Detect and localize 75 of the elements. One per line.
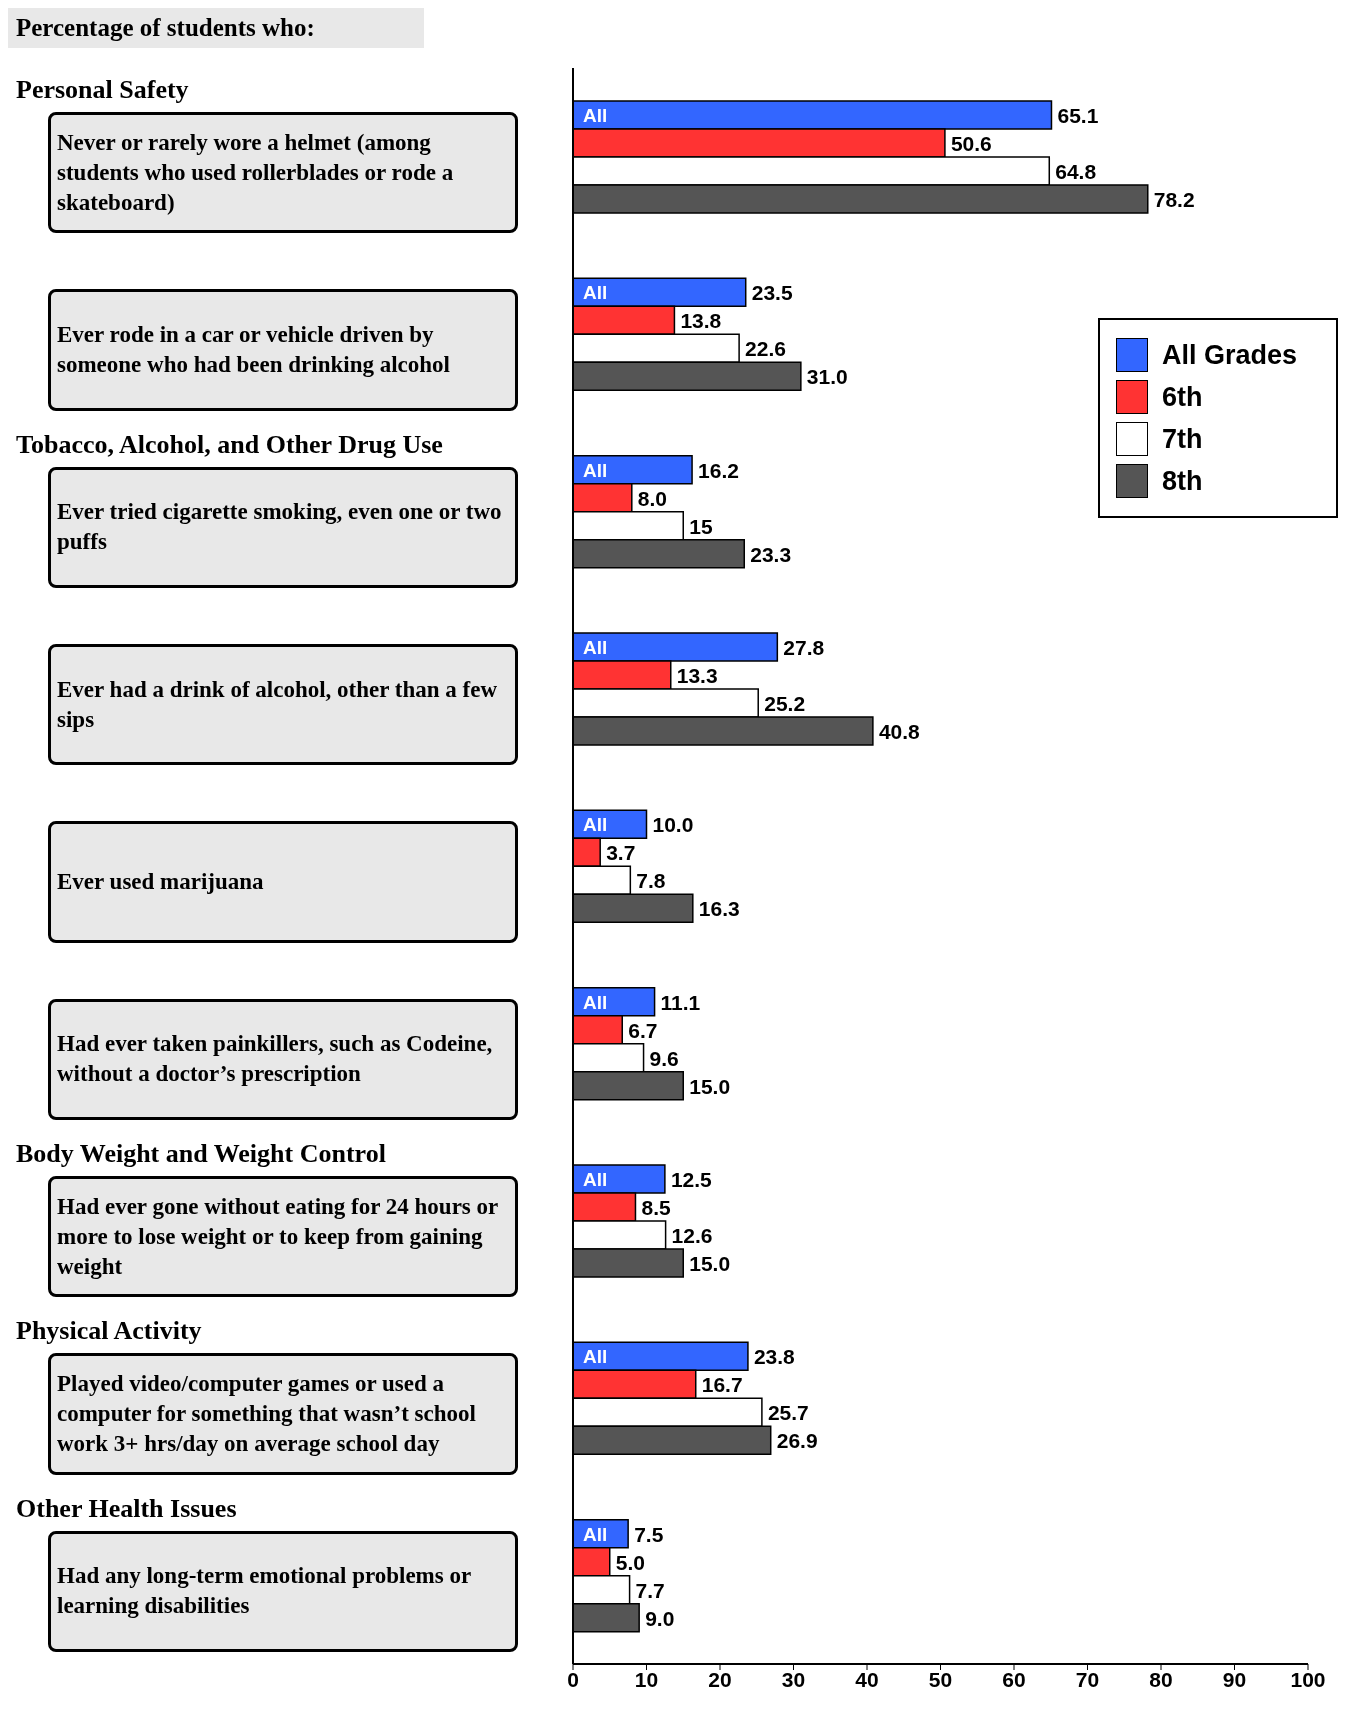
text: Personal Safety [16, 75, 189, 104]
data-label: 3.7 [606, 841, 636, 865]
x-tick-label: 90 [1222, 1667, 1247, 1691]
data-label: 27.8 [783, 636, 825, 659]
text: All [583, 1169, 608, 1190]
data-label: 13.8 [680, 309, 722, 333]
data-label: 12.5 [670, 1168, 713, 1191]
data-label: 78.2 [1153, 188, 1195, 211]
x-tick-label: 100 [1290, 1667, 1326, 1691]
y-tick-label: Had ever taken painkillers, such as Codeine, without a doctor’s prescription [57, 1030, 494, 1089]
data-label: 64.8 [1055, 160, 1097, 183]
data-label: 22.6 [745, 337, 786, 361]
legend-label: All Grades [1162, 339, 1298, 371]
text: Body Weight and Weight Control [16, 1139, 386, 1168]
data-label: 26.9 [776, 1429, 818, 1453]
data-label: 25.2 [764, 692, 806, 715]
data-label: 40.8 [878, 720, 921, 743]
y-tick-label: Ever tried cigarette smoking, even one or two puffs [57, 498, 503, 557]
data-label: 9.6 [649, 1046, 679, 1070]
data-label: 16.3 [698, 897, 740, 921]
text: All [583, 459, 608, 481]
text: Percentage of students who: [8, 8, 424, 48]
data-label: 65.1 [1057, 104, 1099, 127]
text: All [583, 1523, 608, 1545]
data-label: 15 [689, 514, 713, 538]
y-tick-label: Ever rode in a car or vehicle driven by someone who had been drinking alcohol [57, 321, 451, 379]
x-tick-label: 60 [1002, 1667, 1026, 1691]
data-label: 16.7 [701, 1373, 743, 1397]
data-label: 31.0 [806, 365, 848, 389]
x-tick-label: 10 [634, 1667, 659, 1691]
text: All [583, 282, 608, 304]
data-label: 8.0 [637, 486, 667, 510]
text: All [583, 814, 608, 836]
y-tick-label: Played video/computer games or used a computer for something that wasn’t school work 3+ hrs/day on average school day [57, 1370, 477, 1458]
data-label: 15.0 [689, 1074, 731, 1098]
data-label: 9.0 [645, 1606, 675, 1630]
y-tick-label: Ever had a drink of alcohol, other than a few sips [57, 675, 498, 734]
x-tick-label: 0 [567, 1667, 579, 1691]
data-label: 50.6 [950, 132, 992, 155]
text: All [583, 1346, 608, 1368]
y-tick-label: Had any long-term emotional problems or learning disabilities [57, 1562, 472, 1621]
annotation: All [583, 105, 608, 126]
text: All [583, 991, 608, 1013]
text: Physical Activity [16, 1316, 202, 1346]
data-label: 10.0 [652, 813, 694, 837]
data-label: 23.5 [751, 281, 793, 305]
x-tick-label: 40 [855, 1667, 879, 1691]
legend-label: 7th [1162, 423, 1203, 455]
y-tick-label: Never or rarely wore a helmet (among students who used rollerblades or rode a skateboard) [57, 128, 455, 217]
data-label: 12.6 [671, 1224, 713, 1247]
x-tick-label: 80 [1149, 1667, 1173, 1691]
data-label: 13.3 [676, 664, 718, 687]
data-label: 16.2 [698, 458, 739, 482]
data-label: 7.8 [636, 869, 666, 893]
data-label: 5.0 [615, 1550, 645, 1574]
y-tick-label: Had ever gone without eating for 24 hours or more to lose weight or to keep from gaining weight [57, 1192, 499, 1281]
x-tick-label: 50 [928, 1667, 953, 1691]
data-label: 11.1 [660, 990, 701, 1014]
text: Other Health Issues [16, 1493, 237, 1523]
x-tick-label: 30 [781, 1667, 806, 1691]
x-tick-label: 70 [1075, 1667, 1100, 1691]
data-label: 23.8 [753, 1345, 796, 1369]
y-tick-label: Ever used marijuana [57, 868, 264, 896]
x-tick-label: 20 [708, 1667, 732, 1691]
data-label: 8.5 [641, 1196, 671, 1219]
legend-label: 8th [1162, 465, 1203, 497]
data-label: 7.7 [635, 1578, 665, 1602]
data-label: 6.7 [628, 1018, 658, 1042]
data-label: 7.5 [634, 1522, 664, 1546]
legend-label: 6th [1162, 381, 1203, 413]
data-label: 15.0 [689, 1252, 731, 1275]
text: Tobacco, Alcohol, and Other Drug Use [16, 429, 443, 459]
text: All [583, 637, 608, 658]
data-label: 23.3 [750, 542, 792, 566]
data-label: 25.7 [767, 1401, 809, 1425]
